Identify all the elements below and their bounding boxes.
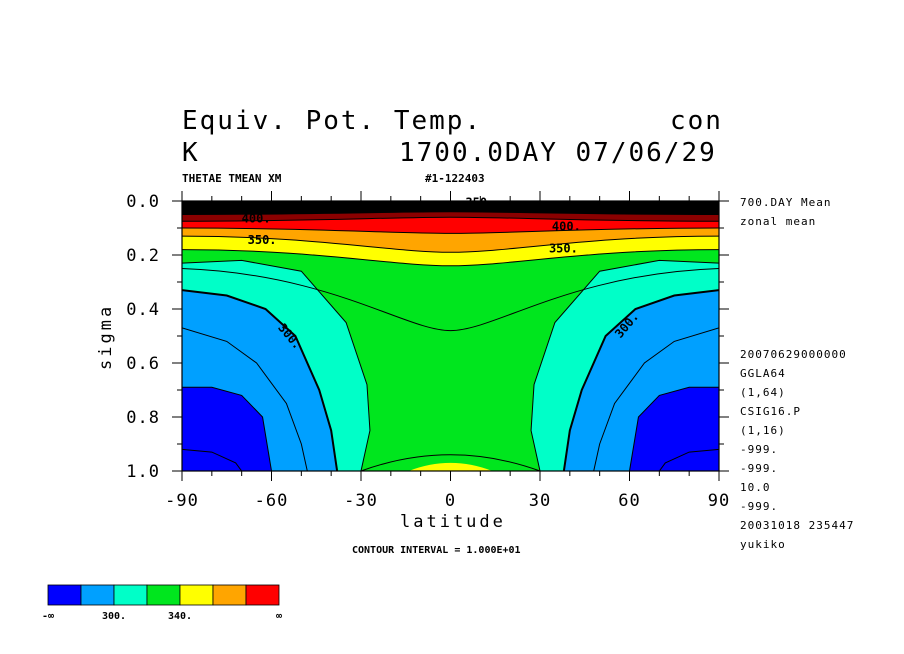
- colorbar-label: -∞: [42, 611, 54, 620]
- contour-line: [658, 448, 719, 471]
- contour-line: [593, 327, 719, 471]
- contour-line: [629, 386, 719, 471]
- side-info-line: 700.DAY Mean: [740, 196, 832, 209]
- side-info-line: (1,16): [740, 424, 786, 437]
- time-label: 1700.0DAY 07/06/29: [399, 138, 717, 168]
- x-axis-label: latitude: [400, 512, 506, 532]
- band-surface-yellow: [408, 462, 493, 471]
- y-axis-label: sigma: [96, 303, 116, 370]
- side-info-line: 20070629000000: [740, 348, 847, 361]
- side-info-line: [740, 269, 854, 288]
- y-tick-label: 0.0: [126, 192, 160, 212]
- side-info-line: (1,64): [740, 386, 786, 399]
- colorbar-swatch: [212, 584, 247, 606]
- contour-line: [182, 327, 308, 471]
- contour-line: [182, 289, 339, 471]
- side-info-line: -999.: [740, 443, 779, 456]
- contour-label: 400.: [242, 212, 271, 226]
- y-tick-label: 0.4: [126, 300, 160, 320]
- contour-line: [562, 289, 719, 471]
- contour-line: [182, 386, 272, 471]
- units-label: K: [182, 138, 200, 168]
- y-tick-label: 0.6: [126, 354, 160, 374]
- x-tick-label: 90: [708, 491, 730, 511]
- colorbar-swatch: [80, 584, 115, 606]
- contour-line: [182, 227, 719, 234]
- x-tick-label: 30: [529, 491, 551, 511]
- run-id-label: #1-122403: [425, 172, 485, 185]
- y-tick-label: 0.2: [126, 246, 160, 266]
- contour-line: [182, 259, 371, 471]
- band-right-0: [629, 387, 719, 471]
- colorbar-swatch: [245, 584, 280, 606]
- side-info-line: -999.: [740, 462, 779, 475]
- contour-line: [530, 259, 719, 471]
- contour-label: 400.: [552, 220, 581, 234]
- contour-line: [182, 448, 243, 471]
- side-info-line: [740, 326, 854, 345]
- side-info-line: [740, 288, 854, 307]
- variable-label: THETAE TMEAN XM: [182, 172, 282, 185]
- band-upper-black: [182, 201, 719, 215]
- colorbar-swatch: [146, 584, 181, 606]
- contour-label: 350.: [549, 241, 578, 255]
- colorbar-swatch: [113, 584, 148, 606]
- chart-title: Equiv. Pot. Temp.: [182, 106, 483, 136]
- x-tick-label: -60: [255, 491, 289, 511]
- contour-line: [182, 211, 719, 215]
- side-info-line: 10.0: [740, 481, 771, 494]
- side-info-line: -999.: [740, 500, 779, 513]
- colorbar-label: ∞: [276, 611, 282, 620]
- x-tick-label: 60: [618, 491, 640, 511]
- side-info-line: [740, 307, 854, 326]
- colorbar-label: 300.: [102, 611, 126, 620]
- band-left-0: [182, 387, 272, 471]
- contour-line: [182, 216, 719, 222]
- colorbar-swatch: [47, 584, 82, 606]
- side-info-line: CSIG16.P: [740, 405, 801, 418]
- colorbar-swatch: [179, 584, 214, 606]
- side-info-line: zonal mean: [740, 215, 817, 228]
- contour-label: 350.: [465, 195, 494, 209]
- contour-line: [182, 268, 719, 332]
- colorbar-label: 340.: [168, 611, 192, 620]
- contour-line: [182, 235, 719, 253]
- x-tick-label: -30: [344, 491, 378, 511]
- x-tick-label: 0: [445, 491, 456, 511]
- side-info-line: yukiko: [740, 538, 786, 551]
- side-info-line: [740, 231, 854, 250]
- contour-line: [360, 454, 541, 471]
- side-info-line: [740, 250, 854, 269]
- contour-label: 350.: [248, 233, 277, 247]
- x-tick-label: -90: [165, 491, 199, 511]
- side-info-panel: 700.DAY Mean zonal mean 20070629000000 GGL…: [740, 193, 854, 554]
- contour-interval-label: CONTOUR INTERVAL = 1.000E+01: [352, 545, 521, 556]
- side-info-line: GGLA64: [740, 367, 786, 380]
- y-tick-label: 1.0: [126, 462, 160, 482]
- chart-title-right: con: [670, 106, 723, 136]
- contour-line: [182, 249, 719, 267]
- side-info-line: 20031018 235447: [740, 519, 855, 532]
- colorbar: -∞ 300. 340. ∞: [42, 584, 282, 620]
- y-tick-label: 0.8: [126, 408, 160, 428]
